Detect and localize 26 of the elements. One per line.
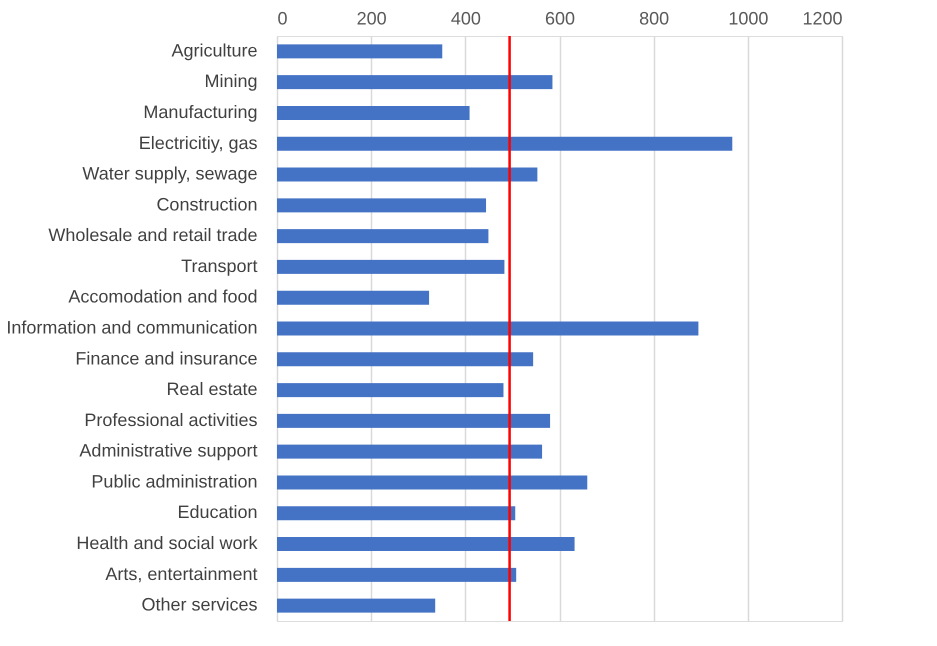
y-tick-label: Construction (156, 194, 258, 214)
y-tick-label: Education (177, 502, 258, 522)
y-tick-label: Real estate (166, 379, 258, 400)
x-tick-label: 400 (450, 8, 481, 28)
x-tick-label: 1200 (802, 8, 842, 28)
y-tick-label: Accomodation and food (68, 286, 258, 307)
y-tick-label: Electricitiy, gas (138, 132, 258, 153)
y-tick-label: Other services (141, 594, 258, 615)
x-tick-label: 0 (278, 8, 288, 28)
y-tick-label: Water supply, sewage (82, 164, 258, 184)
y-tick-label: Administrative support (79, 440, 258, 461)
x-tick-label: 200 (356, 8, 387, 28)
y-tick-label: Finance and insurance (75, 348, 258, 368)
x-tick-label: 600 (544, 8, 576, 28)
y-tick-label: Professional activities (84, 410, 258, 430)
y-tick-label: Wholesale and retail trade (48, 225, 258, 246)
y-tick-label: Arts, entertainment (105, 564, 258, 584)
y-tick-label: Health and social work (76, 533, 258, 554)
y-tick-label: Public administration (91, 471, 258, 492)
x-tick-label: 1000 (728, 8, 768, 28)
y-tick-label: Transport (181, 256, 258, 276)
y-tick-label: Mining (204, 71, 258, 92)
x-tick-label: 800 (639, 8, 670, 28)
y-tick-label: Agriculture (171, 40, 258, 60)
y-tick-label: Information and communication (6, 318, 258, 338)
y-tick-label: Manufacturing (143, 102, 258, 122)
